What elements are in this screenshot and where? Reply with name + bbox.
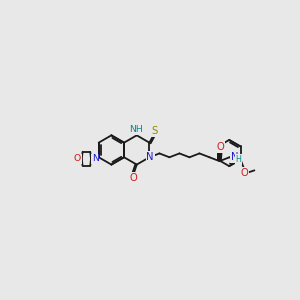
Text: H: H [236,155,242,164]
Text: O: O [216,142,224,152]
Text: O: O [241,168,248,178]
Text: N: N [231,152,238,162]
Text: O: O [74,154,81,163]
Text: S: S [152,126,158,136]
Text: NH: NH [129,125,143,134]
Text: N: N [92,154,99,163]
Text: O: O [129,173,137,183]
Text: N: N [146,152,154,162]
